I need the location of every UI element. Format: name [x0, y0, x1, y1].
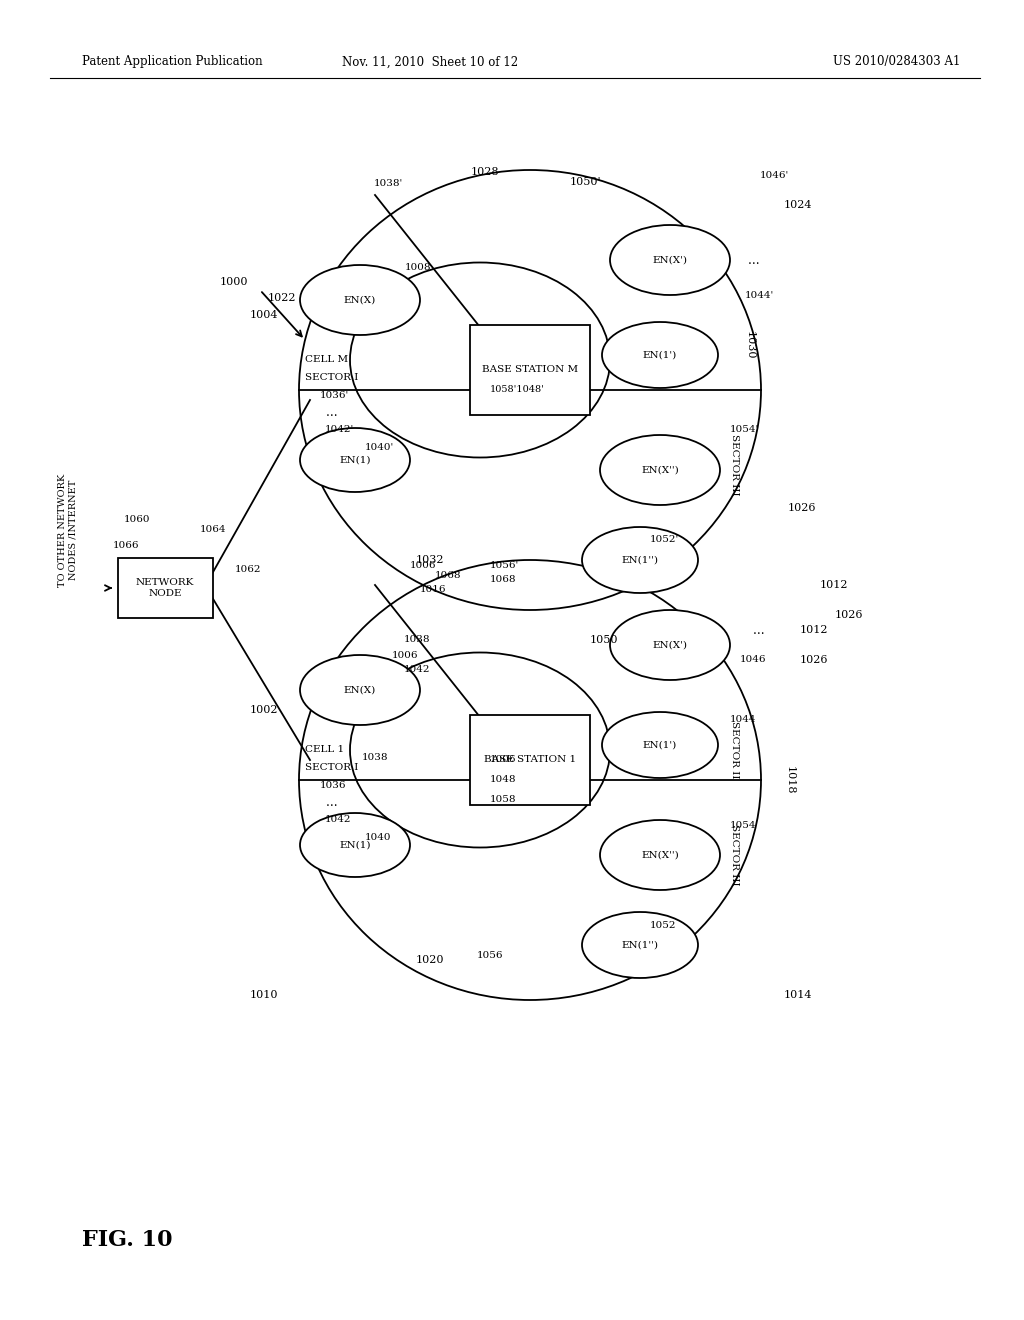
Text: EN(1''): EN(1''): [622, 556, 658, 565]
Ellipse shape: [300, 813, 410, 876]
Text: 1044: 1044: [730, 715, 757, 725]
Text: Nov. 11, 2010  Sheet 10 of 12: Nov. 11, 2010 Sheet 10 of 12: [342, 55, 518, 69]
Text: 1062: 1062: [234, 565, 261, 574]
Ellipse shape: [602, 322, 718, 388]
Text: ...: ...: [745, 623, 765, 636]
Text: 1006: 1006: [410, 561, 436, 569]
Text: 1026: 1026: [835, 610, 863, 620]
Bar: [470, 325, 590, 414]
Text: NETWORK
NODE: NETWORK NODE: [136, 578, 195, 598]
Text: ...: ...: [318, 405, 338, 418]
Text: ...: ...: [318, 796, 338, 808]
Text: EN(X''): EN(X''): [641, 850, 679, 859]
Text: EN(X): EN(X): [344, 685, 376, 694]
Text: EN(X): EN(X): [344, 296, 376, 305]
Text: 1066: 1066: [113, 540, 139, 549]
Text: 1024: 1024: [784, 201, 812, 210]
Text: 1010: 1010: [250, 990, 278, 1001]
Text: 1014: 1014: [784, 990, 812, 1001]
Ellipse shape: [300, 655, 420, 725]
Ellipse shape: [582, 912, 698, 978]
Text: EN(X''): EN(X''): [641, 466, 679, 474]
Text: 1064: 1064: [200, 525, 226, 535]
Text: 1048: 1048: [490, 776, 516, 784]
Ellipse shape: [582, 527, 698, 593]
Text: 1054: 1054: [730, 821, 757, 829]
Text: SECTOR II: SECTOR II: [730, 721, 739, 779]
Text: 1022: 1022: [267, 293, 296, 304]
Text: 1042: 1042: [325, 816, 351, 825]
Bar: [118, 558, 213, 618]
Text: 1052: 1052: [650, 920, 677, 929]
Text: 1042': 1042': [325, 425, 354, 434]
Text: 1046': 1046': [760, 170, 790, 180]
Text: 1020: 1020: [416, 954, 444, 965]
Ellipse shape: [600, 436, 720, 506]
Text: 1018: 1018: [785, 766, 795, 795]
Text: TO OTHER NETWORK
NODES /INTERNET: TO OTHER NETWORK NODES /INTERNET: [58, 474, 78, 586]
Ellipse shape: [610, 224, 730, 294]
Ellipse shape: [602, 711, 718, 777]
Text: FIG. 10: FIG. 10: [82, 1229, 172, 1251]
Text: 1016: 1016: [420, 586, 446, 594]
Text: SECTOR I: SECTOR I: [305, 374, 358, 383]
Text: 1006: 1006: [490, 755, 516, 764]
Text: 1054': 1054': [730, 425, 759, 434]
Text: 1036: 1036: [319, 780, 346, 789]
Text: 1008: 1008: [404, 263, 431, 272]
Text: 1006: 1006: [391, 651, 418, 660]
Text: 1068: 1068: [490, 576, 516, 585]
Text: 1012: 1012: [820, 579, 849, 590]
Text: EN(1): EN(1): [339, 455, 371, 465]
Text: 1042: 1042: [403, 665, 430, 675]
Text: 1046: 1046: [740, 656, 767, 664]
Text: US 2010/0284303 A1: US 2010/0284303 A1: [833, 55, 961, 69]
Text: 1068: 1068: [435, 570, 462, 579]
Text: SECTOR III: SECTOR III: [730, 434, 739, 496]
Text: EN(1'): EN(1'): [643, 351, 677, 359]
Text: 1030: 1030: [745, 331, 755, 359]
Text: CELL 1: CELL 1: [305, 746, 344, 755]
Text: 1026: 1026: [788, 503, 816, 513]
Text: 1052': 1052': [650, 536, 679, 544]
Text: 1038': 1038': [374, 178, 402, 187]
Text: BASE STATION M: BASE STATION M: [482, 366, 579, 375]
Text: Patent Application Publication: Patent Application Publication: [82, 55, 262, 69]
Text: 1040: 1040: [365, 833, 391, 842]
Text: 1038: 1038: [403, 635, 430, 644]
Text: 1056': 1056': [490, 561, 519, 569]
Text: CELL M: CELL M: [305, 355, 348, 364]
Text: ...: ...: [740, 253, 760, 267]
Text: 1040': 1040': [365, 444, 394, 453]
Text: 1012: 1012: [800, 624, 828, 635]
Text: EN(1): EN(1): [339, 841, 371, 850]
Text: EN(X'): EN(X'): [652, 640, 687, 649]
Text: BASE STATION 1: BASE STATION 1: [484, 755, 577, 764]
Text: 1004: 1004: [250, 310, 278, 319]
Text: 1050': 1050': [569, 177, 601, 187]
Bar: [470, 715, 590, 805]
Text: 1044': 1044': [745, 290, 774, 300]
Text: 1000: 1000: [219, 277, 248, 286]
Text: 1058'1048': 1058'1048': [490, 385, 545, 395]
Text: EN(1''): EN(1''): [622, 940, 658, 949]
Text: EN(X'): EN(X'): [652, 256, 687, 264]
Text: EN(1'): EN(1'): [643, 741, 677, 750]
Text: 1036': 1036': [319, 391, 349, 400]
Text: 1058: 1058: [490, 796, 516, 804]
Text: SECTOR I: SECTOR I: [305, 763, 358, 772]
Text: 1060: 1060: [124, 516, 150, 524]
Text: 1056: 1056: [477, 950, 503, 960]
Text: SECTOR III: SECTOR III: [730, 824, 739, 886]
Ellipse shape: [600, 820, 720, 890]
Text: 1026: 1026: [800, 655, 828, 665]
Ellipse shape: [300, 265, 420, 335]
Text: 1038: 1038: [361, 754, 388, 763]
Text: 1002: 1002: [250, 705, 278, 715]
Ellipse shape: [300, 428, 410, 492]
Text: 1028: 1028: [471, 168, 500, 177]
Text: 1032: 1032: [416, 554, 444, 565]
Ellipse shape: [610, 610, 730, 680]
Text: 1050: 1050: [590, 635, 618, 645]
